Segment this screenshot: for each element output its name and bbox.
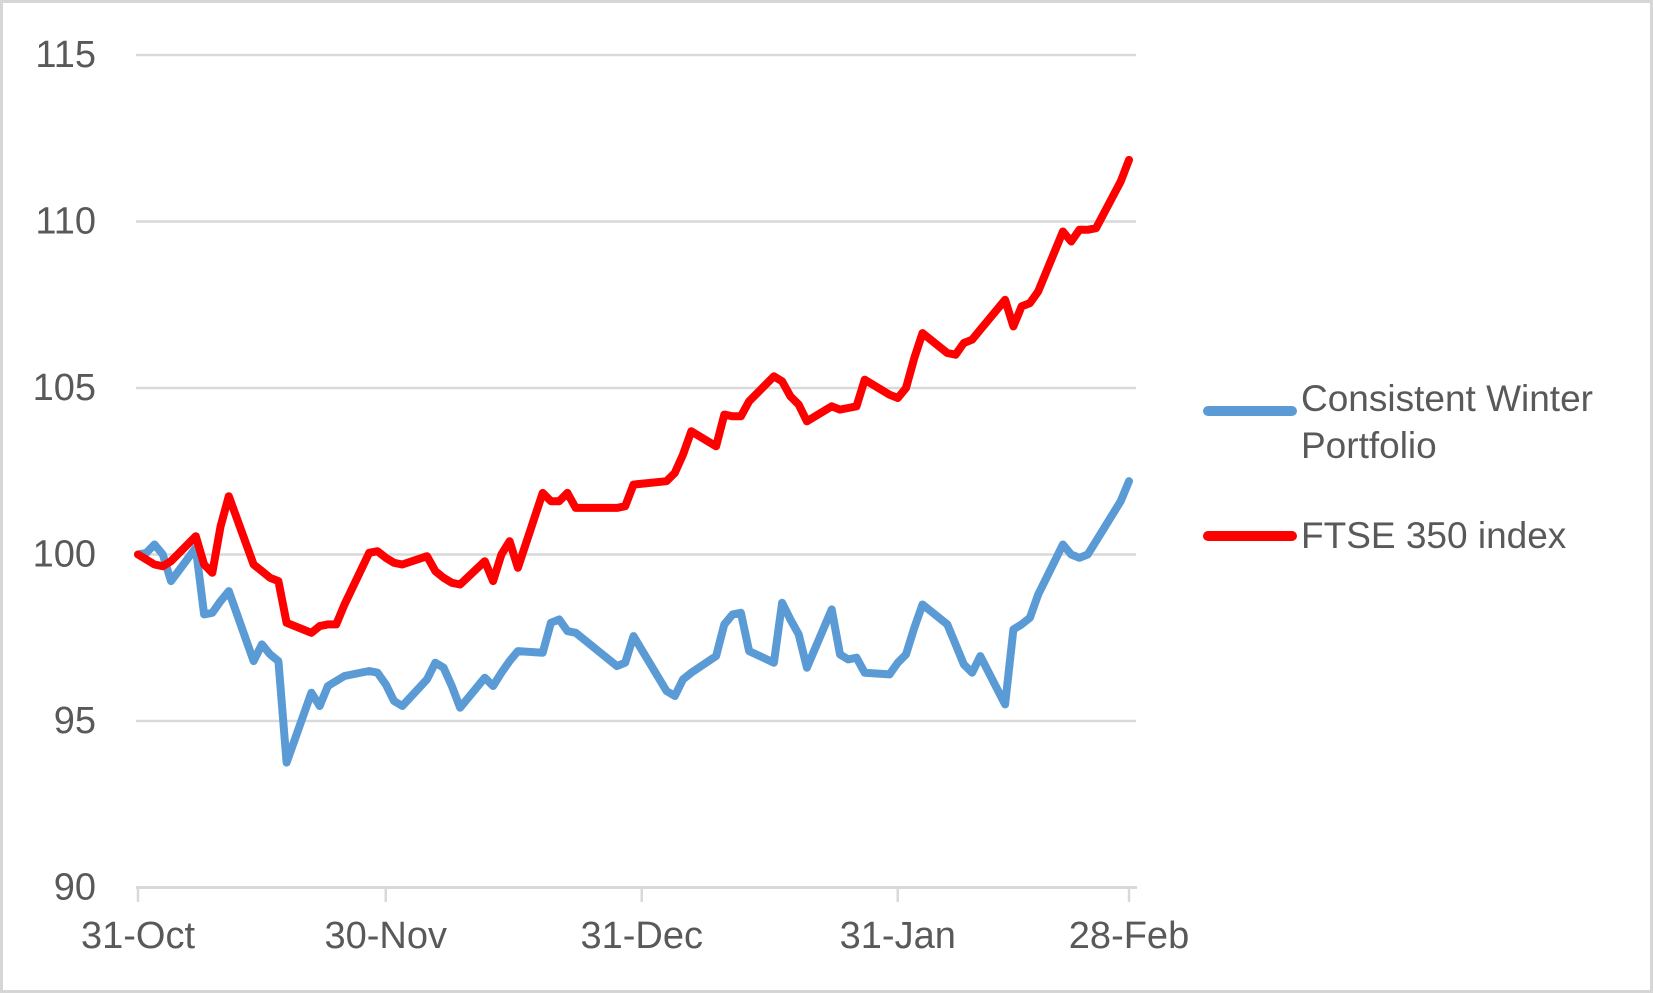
y-tick-label: 100 [33,534,96,576]
x-tick-label: 28-Feb [1069,915,1189,957]
chart-plot-area: 90 95 100 105 110 115 31-Oct 30-Nov 31-Dec 31-Jan… [33,34,1190,957]
y-tick-label: 115 [35,34,96,76]
y-tick-label: 95 [54,700,96,742]
series-line-ftse-350-index [134,155,1133,637]
legend-label-ftse-350-index: FTSE 350 index [1301,515,1567,556]
x-tick-label: 30-Nov [325,915,448,957]
legend-label-consistent-winter-portfolio: Consistent Winter Portfolio [1301,378,1593,466]
legend-swatch-consistent-winter-portfolio [1203,406,1297,416]
legend-item-ftse-350-index: FTSE 350 index [1203,512,1566,559]
x-tick-label: 31-Dec [581,915,704,957]
x-tick-label: 31-Jan [840,915,956,957]
y-tick-label: 105 [33,367,96,409]
legend-swatch-ftse-350-index [1203,531,1297,541]
y-tick-label: 110 [35,201,96,243]
legend-item-consistent-winter-portfolio: Consistent Winter Portfolio [1203,375,1636,469]
x-tick-label: 31-Oct [81,915,195,957]
y-tick-label: 90 [54,867,96,909]
series-line-consistent-winter-portfolio [134,477,1133,767]
